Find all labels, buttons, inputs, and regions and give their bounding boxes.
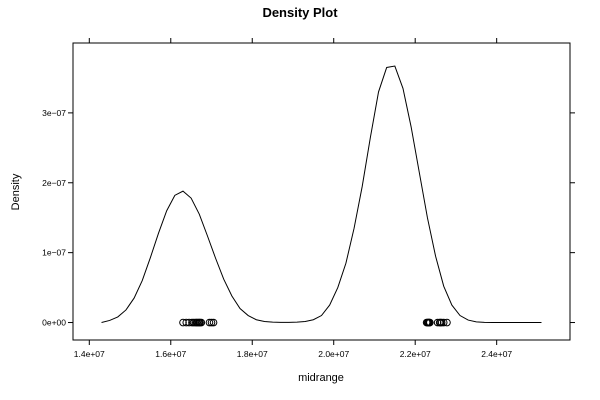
rug-point bbox=[443, 318, 451, 327]
x-axis-label: midrange bbox=[298, 372, 344, 384]
y-tick-label: 2e−07 bbox=[42, 178, 66, 188]
rug-point bbox=[209, 318, 218, 327]
rug-points bbox=[179, 318, 451, 327]
x-tick-label: 1.6e+07 bbox=[155, 349, 186, 359]
x-axis: 1.4e+07 1.6e+07 1.8e+07 2.0e+07 2.2e+07 2.4e+… bbox=[74, 38, 512, 359]
x-tick-label: 1.4e+07 bbox=[74, 349, 105, 359]
rug-point bbox=[182, 318, 191, 327]
density-curve bbox=[101, 65, 542, 324]
plot-frame bbox=[72, 42, 571, 341]
x-tick-label: 2.2e+07 bbox=[400, 349, 431, 359]
y-tick-label: 0e+00 bbox=[42, 318, 66, 328]
rug-point bbox=[197, 318, 206, 327]
x-tick-label: 2.4e+07 bbox=[481, 349, 512, 359]
rug-point bbox=[207, 318, 216, 327]
chart-title: Density Plot bbox=[262, 5, 338, 20]
rug-point bbox=[437, 318, 446, 327]
y-tick-label: 3e−07 bbox=[42, 108, 66, 118]
rug-point bbox=[426, 318, 434, 327]
rug-point bbox=[439, 318, 448, 327]
y-axis-label: Density bbox=[10, 173, 22, 210]
x-tick-label: 1.8e+07 bbox=[237, 349, 268, 359]
y-tick-label: 1e−07 bbox=[42, 248, 66, 258]
y-axis: 0e+00 1e−07 2e−07 3e−07 bbox=[42, 108, 575, 328]
rug-point bbox=[205, 318, 214, 327]
x-tick-label: 2.0e+07 bbox=[318, 349, 349, 359]
